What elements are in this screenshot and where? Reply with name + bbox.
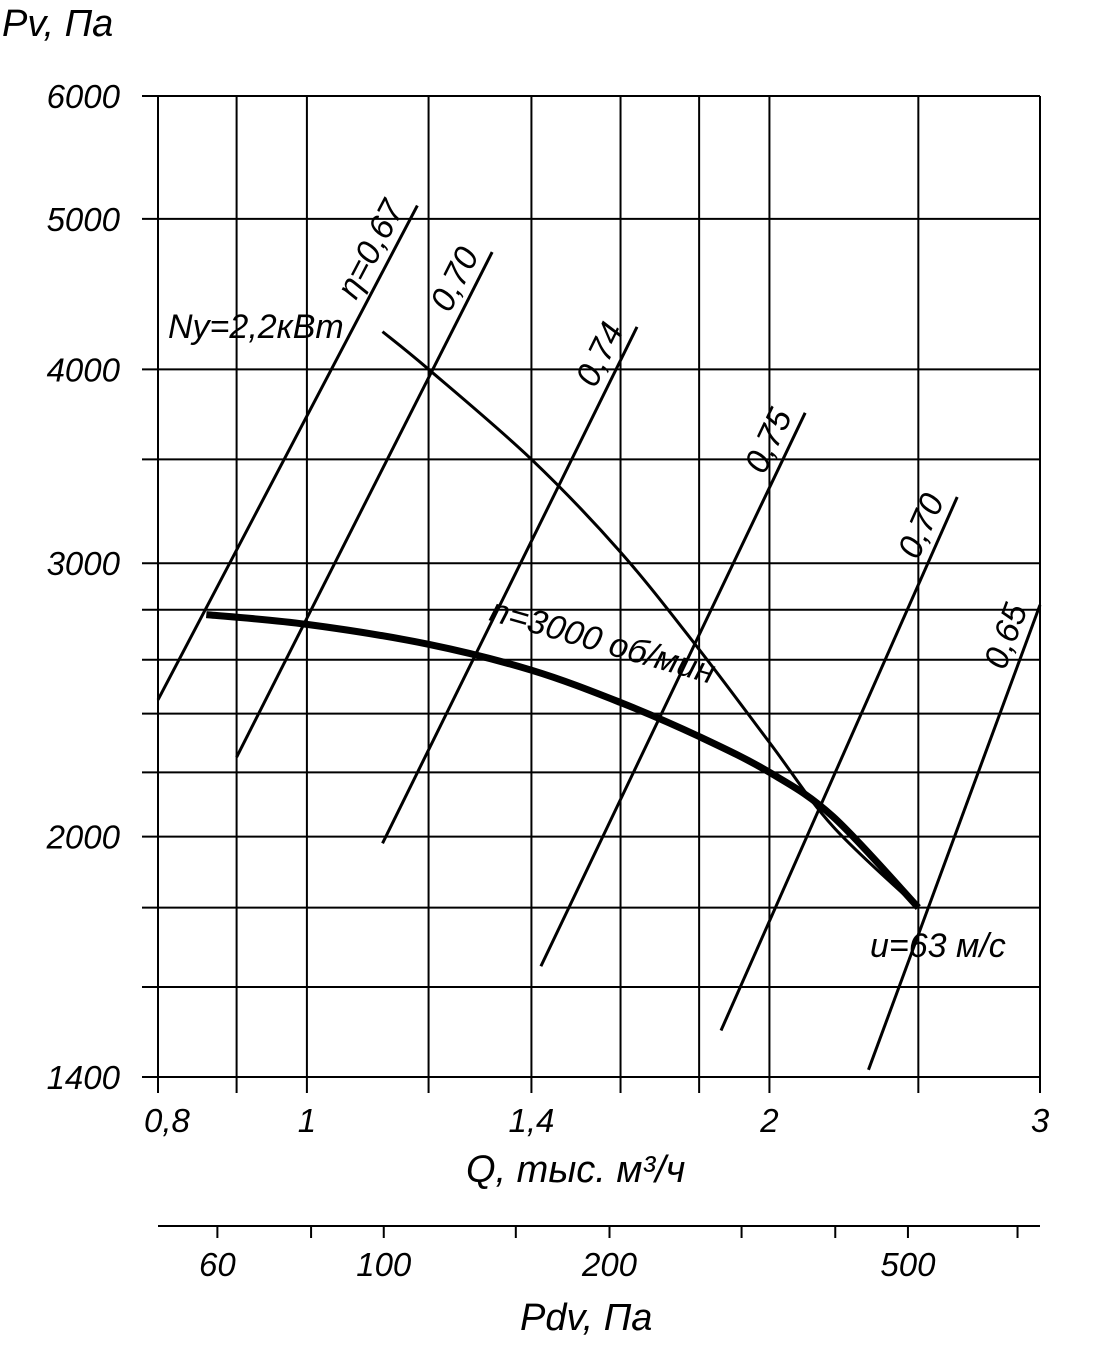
efficiency-line	[867, 604, 1042, 1071]
x-tick-label: 1	[298, 1102, 316, 1139]
power-curve-label: Ny=2,2кВт	[168, 308, 344, 346]
curves	[205, 330, 921, 910]
x-tick-label: 1,4	[508, 1102, 554, 1139]
x-tick-label: 3	[1031, 1102, 1050, 1139]
secondary-tick-label: 500	[880, 1246, 936, 1283]
y-tick-labels: 6000 5000 4000 3000 2000 1400	[46, 78, 121, 1096]
secondary-axis: 60 100 200 500	[158, 1225, 1040, 1283]
y-axis-label: Pv, Па	[2, 3, 113, 45]
efficiency-label: η=0,67	[329, 193, 412, 305]
efficiency-line	[156, 204, 419, 701]
grid	[142, 95, 1041, 1093]
y-tick-label: 3000	[47, 545, 121, 582]
pressure-curve-label: n=3000 об/мин	[486, 591, 720, 692]
efficiency-line	[235, 251, 494, 758]
power-curve	[381, 330, 920, 909]
y-tick-label: 5000	[47, 201, 121, 238]
y-tick-label: 6000	[47, 78, 121, 115]
y-tick-label: 4000	[47, 351, 121, 388]
y-tick-label: 1400	[47, 1059, 121, 1096]
pressure-curve	[205, 611, 921, 910]
efficiency-line	[381, 326, 639, 845]
secondary-tick-label: 100	[356, 1246, 412, 1283]
x-tick-label: 0,8	[144, 1102, 191, 1139]
efficiency-line	[719, 496, 959, 1032]
y-tick-label: 2000	[46, 819, 121, 856]
secondary-axis-label: Pdv, Па	[520, 1297, 652, 1339]
efficiency-line	[539, 412, 807, 967]
secondary-tick-label: 60	[199, 1246, 236, 1283]
secondary-tick-label: 200	[581, 1246, 638, 1283]
x-tick-labels: 0,8 1 1,4 2 3	[144, 1102, 1050, 1139]
velocity-label: u=63 м/с	[870, 927, 1006, 965]
x-axis-label: Q, тыс. м³/ч	[466, 1149, 685, 1191]
x-tick-label: 2	[759, 1102, 778, 1139]
